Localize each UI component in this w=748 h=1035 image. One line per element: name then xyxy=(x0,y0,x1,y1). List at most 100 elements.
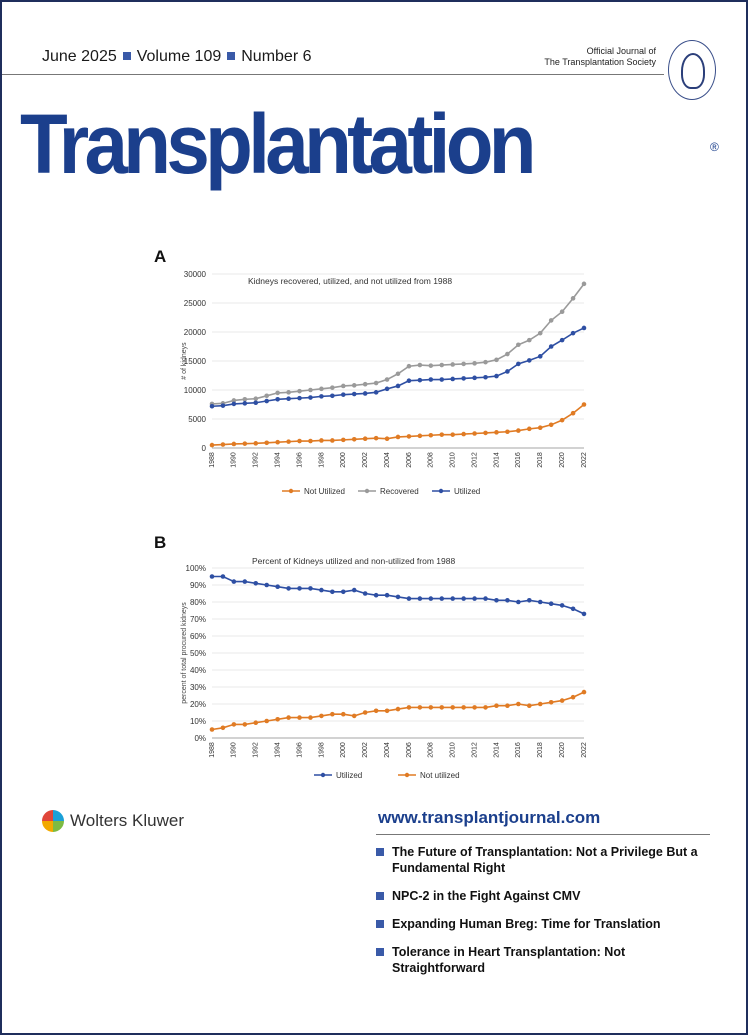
data-point xyxy=(494,430,499,435)
data-point xyxy=(231,401,237,407)
data-point xyxy=(570,296,576,301)
data-point xyxy=(242,441,248,446)
issue-date: June 2025 xyxy=(42,48,117,65)
square-bullet-icon xyxy=(376,948,384,956)
x-tick-label: 1988 xyxy=(209,452,216,468)
data-point xyxy=(253,396,259,402)
x-tick-label: 1998 xyxy=(318,742,325,758)
x-tick-label: 2014 xyxy=(493,452,500,468)
y-tick-label: 20% xyxy=(190,700,206,709)
data-point xyxy=(428,705,434,710)
data-point xyxy=(461,705,466,710)
data-point xyxy=(231,722,237,727)
data-point xyxy=(330,393,335,399)
article-item[interactable]: Expanding Human Breg: Time for Translati… xyxy=(376,916,720,932)
publisher-logo: Wolters Kluwer xyxy=(42,810,184,832)
data-point xyxy=(253,720,259,725)
legend-marker xyxy=(438,488,444,494)
data-point xyxy=(526,337,532,343)
data-point xyxy=(428,596,434,601)
data-point xyxy=(548,318,554,323)
x-tick-label: 2004 xyxy=(384,742,391,758)
x-tick-label: 2008 xyxy=(428,452,435,468)
data-point xyxy=(319,587,324,593)
data-point xyxy=(472,361,477,366)
article-item[interactable]: NPC-2 in the Fight Against CMV xyxy=(376,888,720,904)
data-point xyxy=(275,439,280,445)
data-point xyxy=(330,589,335,595)
data-point xyxy=(308,387,313,393)
legend-label: Recovered xyxy=(380,487,419,496)
website-link[interactable]: www.transplantjournal.com xyxy=(378,808,601,827)
data-point xyxy=(253,400,259,406)
data-point xyxy=(428,363,434,368)
data-point xyxy=(330,711,335,717)
registered-mark: ® xyxy=(710,140,719,154)
data-point xyxy=(417,362,423,368)
data-point xyxy=(537,425,543,431)
data-point xyxy=(319,386,324,392)
x-tick-label: 2014 xyxy=(493,742,500,758)
data-point xyxy=(548,422,554,428)
y-tick-label: 90% xyxy=(190,581,206,590)
y-tick-label: 60% xyxy=(190,632,206,641)
data-point xyxy=(231,579,237,584)
panel-label: B xyxy=(154,533,166,552)
data-point xyxy=(373,390,379,395)
x-tick-label: 2022 xyxy=(581,742,588,758)
data-point xyxy=(308,438,313,444)
data-point xyxy=(581,281,587,287)
data-point xyxy=(319,438,324,443)
y-tick-label: 0% xyxy=(194,734,206,743)
data-point xyxy=(264,440,270,446)
data-point xyxy=(483,359,488,365)
data-point xyxy=(406,596,412,601)
data-point xyxy=(319,713,324,719)
data-point xyxy=(505,351,510,357)
y-tick-label: 15000 xyxy=(184,357,207,366)
legend-marker xyxy=(288,488,294,494)
data-point xyxy=(275,717,280,722)
data-point xyxy=(373,380,379,386)
data-point xyxy=(450,596,456,601)
data-point xyxy=(483,705,488,710)
data-point xyxy=(242,401,248,406)
x-tick-label: 2002 xyxy=(362,452,369,468)
y-tick-label: 10000 xyxy=(184,386,207,395)
data-point xyxy=(286,439,291,444)
data-point xyxy=(220,403,226,408)
article-item[interactable]: Tolerance in Heart Transplantation: Not … xyxy=(376,944,720,976)
issue-number: Number 6 xyxy=(241,48,312,65)
data-point xyxy=(220,725,226,731)
data-point xyxy=(340,383,346,389)
data-point xyxy=(362,591,368,596)
data-point xyxy=(209,727,215,732)
y-axis-label: # of kidneys xyxy=(181,342,188,380)
x-tick-label: 1996 xyxy=(296,452,303,468)
data-point xyxy=(297,715,302,720)
data-point xyxy=(516,361,521,367)
data-point xyxy=(351,437,357,442)
data-point xyxy=(253,581,259,586)
data-point xyxy=(570,330,576,336)
data-point xyxy=(483,374,488,380)
data-point xyxy=(308,395,313,400)
data-point xyxy=(231,441,237,447)
data-point xyxy=(395,383,401,389)
data-point xyxy=(439,596,445,601)
data-point xyxy=(340,437,346,443)
data-point xyxy=(526,703,532,708)
x-tick-label: 1992 xyxy=(253,452,260,468)
chart-title: Percent of Kidneys utilized and non-util… xyxy=(252,556,455,566)
x-tick-label: 2018 xyxy=(537,452,544,468)
data-point xyxy=(351,391,357,397)
article-item[interactable]: The Future of Transplantation: Not a Pri… xyxy=(376,844,720,876)
data-point xyxy=(275,396,280,402)
issue-volume: Volume 109 xyxy=(136,48,222,65)
data-point xyxy=(461,376,466,381)
data-point xyxy=(570,410,576,416)
data-point xyxy=(548,601,554,606)
article-list: The Future of Transplantation: Not a Pri… xyxy=(376,844,720,988)
x-tick-label: 1988 xyxy=(209,742,216,758)
data-point xyxy=(417,433,423,439)
